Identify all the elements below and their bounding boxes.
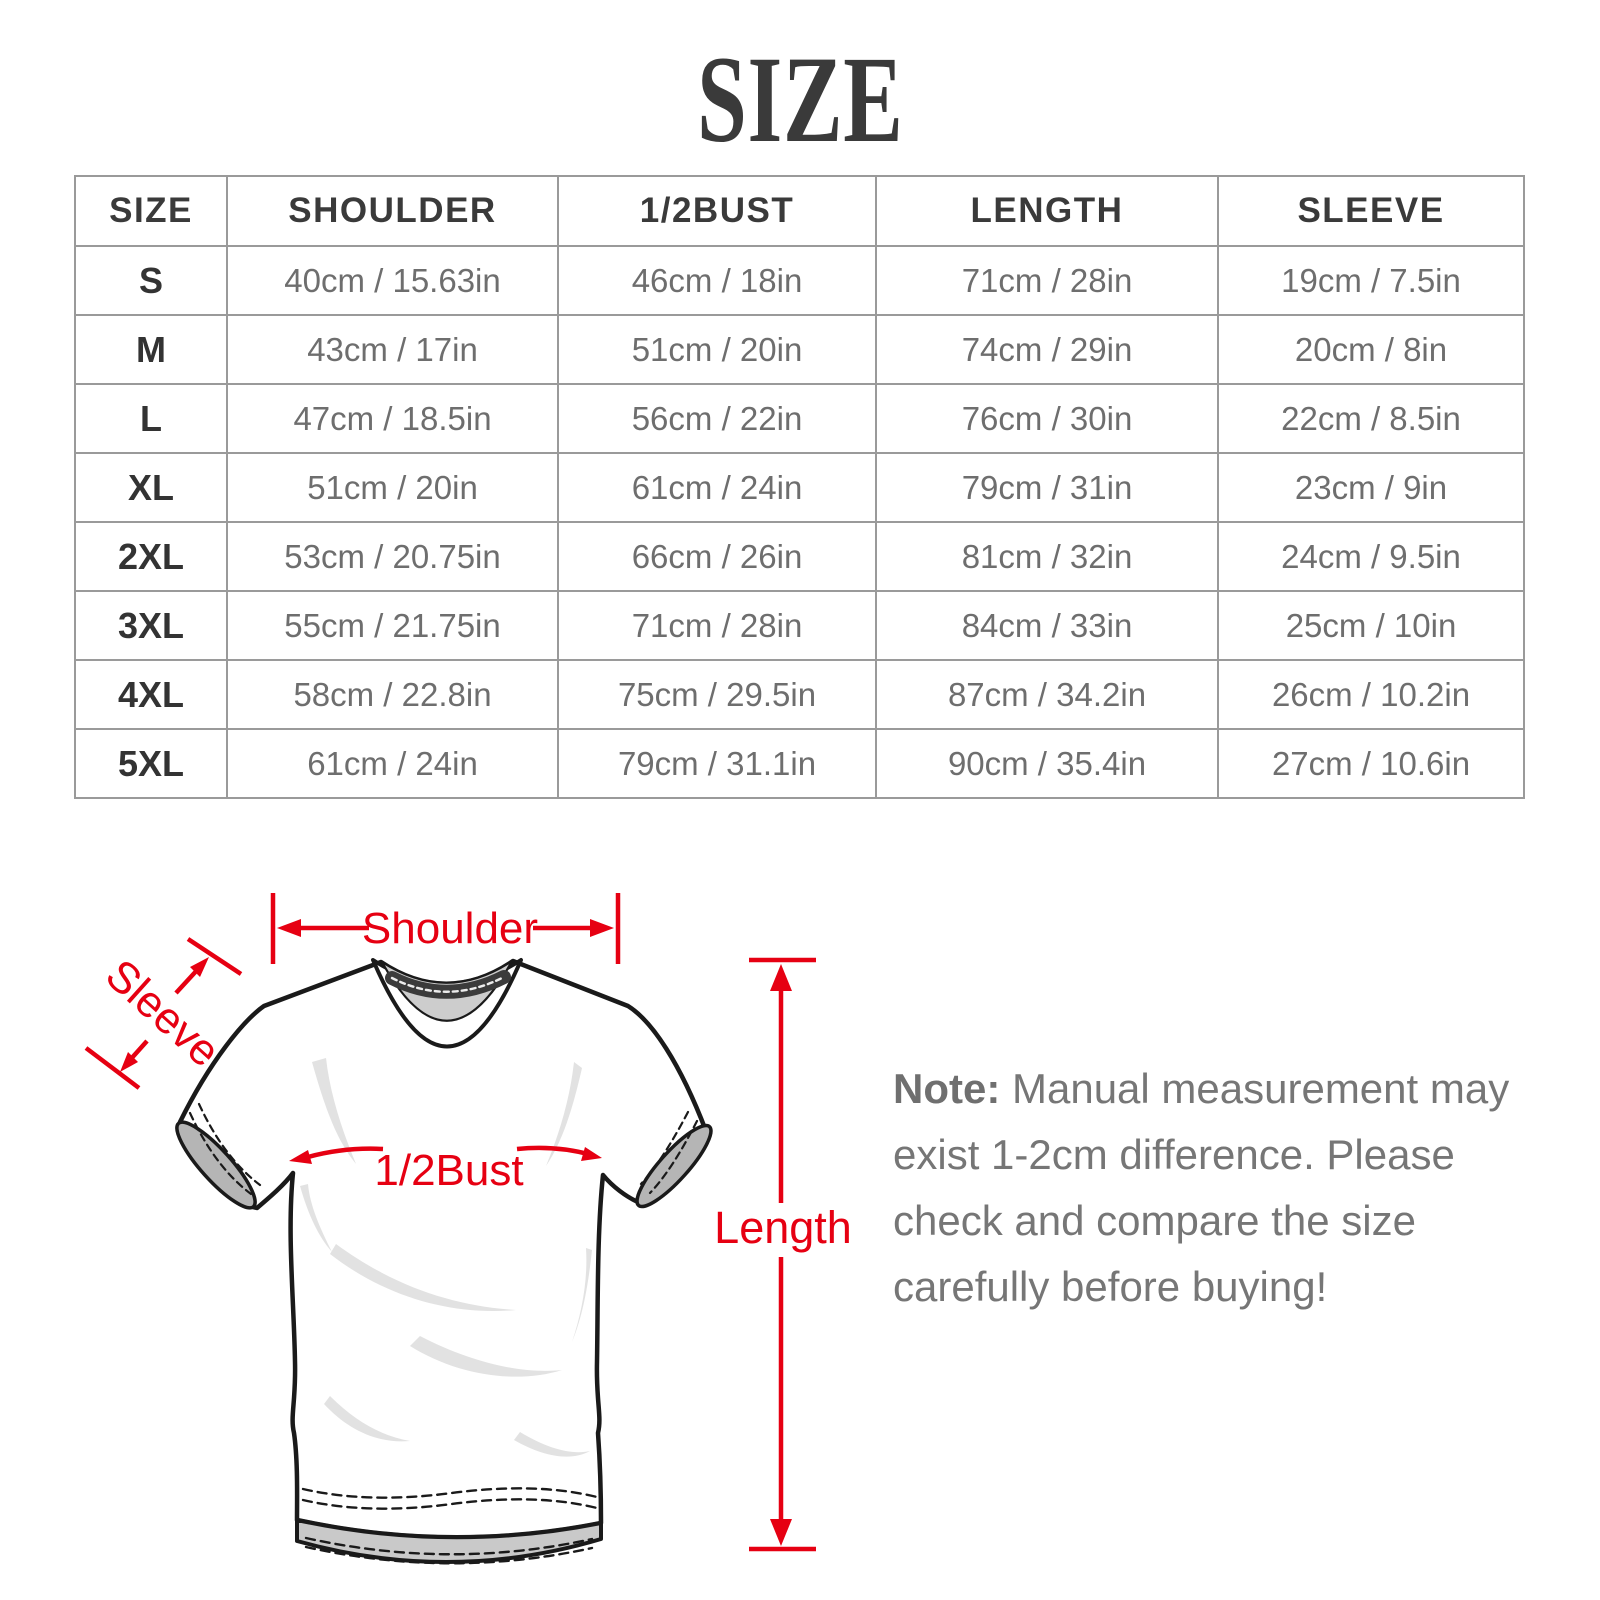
- table-row: L 47cm / 18.5in 56cm / 22in 76cm / 30in …: [74, 383, 1525, 454]
- note-line: Note: Manual measurement may: [893, 1065, 1510, 1112]
- table-row: M 43cm / 17in 51cm / 20in 74cm / 29in 20…: [74, 314, 1525, 385]
- note-line: exist 1-2cm difference. Please: [893, 1131, 1455, 1178]
- shoulder-label: Shoulder: [362, 904, 538, 953]
- bust-value: 79cm / 31.1in: [557, 728, 877, 799]
- size-label: 2XL: [74, 521, 228, 592]
- length-label: Length: [714, 1202, 852, 1253]
- sleeve-value: 24cm / 9.5in: [1217, 521, 1525, 592]
- length-value: 81cm / 32in: [875, 521, 1219, 592]
- shoulder-value: 61cm / 24in: [226, 728, 559, 799]
- column-header-shoulder: SHOULDER: [226, 175, 559, 247]
- note-prefix: Note:: [893, 1065, 1001, 1112]
- bust-value: 51cm / 20in: [557, 314, 877, 385]
- bust-value: 61cm / 24in: [557, 452, 877, 523]
- table-row: 3XL 55cm / 21.75in 71cm / 28in 84cm / 33…: [74, 590, 1525, 661]
- size-label: 4XL: [74, 659, 228, 730]
- collar-zigzag-stitch: [390, 975, 506, 993]
- shoulder-value: 53cm / 20.75in: [226, 521, 559, 592]
- length-annotation: Length: [714, 957, 852, 1552]
- bust-value: 75cm / 29.5in: [557, 659, 877, 730]
- hem-stitching: [301, 1487, 599, 1565]
- shoulder-value: 58cm / 22.8in: [226, 659, 559, 730]
- sleeve-value: 27cm / 10.6in: [1217, 728, 1525, 799]
- shoulder-value: 51cm / 20in: [226, 452, 559, 523]
- shoulder-value: 55cm / 21.75in: [226, 590, 559, 661]
- left-cuff: [175, 1120, 257, 1210]
- sleeve-value: 20cm / 8in: [1217, 314, 1525, 385]
- length-value: 79cm / 31in: [875, 452, 1219, 523]
- shoulder-value: 47cm / 18.5in: [226, 383, 559, 454]
- note-line: carefully before buying!: [893, 1263, 1328, 1310]
- page-title: SIZE: [696, 31, 904, 168]
- table-row: 2XL 53cm / 20.75in 66cm / 26in 81cm / 32…: [74, 521, 1525, 592]
- size-table: SIZE SHOULDER 1/2BUST LENGTH SLEEVE S 40…: [74, 175, 1525, 799]
- size-label: S: [74, 245, 228, 316]
- shoulder-value: 40cm / 15.63in: [226, 245, 559, 316]
- size-label: 3XL: [74, 590, 228, 661]
- column-header-bust: 1/2BUST: [557, 175, 877, 247]
- length-value: 74cm / 29in: [875, 314, 1219, 385]
- hem-band: [295, 1518, 603, 1564]
- table-row: S 40cm / 15.63in 46cm / 18in 71cm / 28in…: [74, 245, 1525, 316]
- size-label: L: [74, 383, 228, 454]
- sleeve-value: 26cm / 10.2in: [1217, 659, 1525, 730]
- cuff-stitching: [188, 1102, 699, 1196]
- measurement-note: Note: Manual measurement may exist 1-2cm…: [893, 1056, 1513, 1320]
- length-value: 76cm / 30in: [875, 383, 1219, 454]
- column-header-length: LENGTH: [875, 175, 1219, 247]
- length-value: 87cm / 34.2in: [875, 659, 1219, 730]
- bust-value: 66cm / 26in: [557, 521, 877, 592]
- bust-value: 71cm / 28in: [557, 590, 877, 661]
- length-value: 90cm / 35.4in: [875, 728, 1219, 799]
- column-header-sleeve: SLEEVE: [1217, 175, 1525, 247]
- sleeve-value: 19cm / 7.5in: [1217, 245, 1525, 316]
- shoulder-annotation: Shoulder: [270, 893, 621, 964]
- size-label: XL: [74, 452, 228, 523]
- table-header-row: SIZE SHOULDER 1/2BUST LENGTH SLEEVE: [74, 175, 1525, 247]
- note-line: check and compare the size: [893, 1197, 1416, 1244]
- length-value: 84cm / 33in: [875, 590, 1219, 661]
- size-label: 5XL: [74, 728, 228, 799]
- bust-value: 56cm / 22in: [557, 383, 877, 454]
- shoulder-value: 43cm / 17in: [226, 314, 559, 385]
- fabric-wrinkles: [300, 1058, 592, 1457]
- bust-annotation: 1/2Bust: [289, 1145, 602, 1195]
- bust-value: 46cm / 18in: [557, 245, 877, 316]
- length-value: 71cm / 28in: [875, 245, 1219, 316]
- tshirt-illustration: [175, 958, 713, 1565]
- sleeve-label: Sleeve: [96, 950, 229, 1076]
- sleeve-value: 23cm / 9in: [1217, 452, 1525, 523]
- table-row: 4XL 58cm / 22.8in 75cm / 29.5in 87cm / 3…: [74, 659, 1525, 730]
- table-row: 5XL 61cm / 24in 79cm / 31.1in 90cm / 35.…: [74, 728, 1525, 799]
- column-header-size: SIZE: [74, 175, 228, 247]
- bust-label: 1/2Bust: [374, 1146, 523, 1195]
- table-row: XL 51cm / 20in 61cm / 24in 79cm / 31in 2…: [74, 452, 1525, 523]
- sleeve-value: 25cm / 10in: [1217, 590, 1525, 661]
- sleeve-value: 22cm / 8.5in: [1217, 383, 1525, 454]
- size-label: M: [74, 314, 228, 385]
